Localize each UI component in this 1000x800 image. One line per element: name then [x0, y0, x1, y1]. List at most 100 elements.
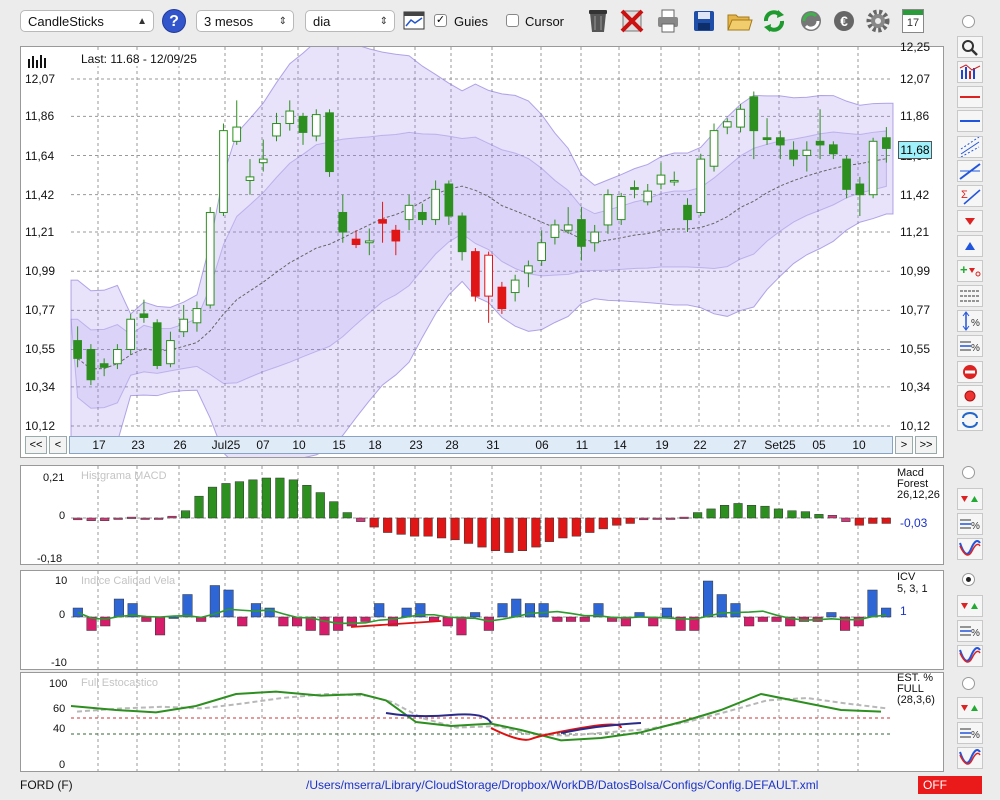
- candle: [113, 348, 122, 365]
- add-signals-button[interactable]: +: [957, 260, 983, 282]
- no-entry-button[interactable]: [957, 361, 983, 383]
- icv-legend: ICV 5, 3, 1: [897, 571, 928, 595]
- red-line-button[interactable]: [957, 86, 983, 108]
- macd-radio[interactable]: [962, 466, 975, 479]
- macd-lines-percent-button[interactable]: %: [957, 513, 983, 535]
- macd-bar: [234, 481, 245, 519]
- save-icon[interactable]: [690, 6, 718, 36]
- signal-arrows-icon: [961, 603, 978, 609]
- candle: [749, 96, 759, 132]
- candle: [868, 140, 878, 196]
- period-select[interactable]: 3 mesos ⇕: [196, 10, 294, 32]
- icv-bar: [113, 598, 124, 618]
- nav-last-button[interactable]: >>: [915, 436, 937, 454]
- candle: [152, 322, 162, 367]
- price-chart[interactable]: [21, 47, 943, 457]
- folder-open-icon[interactable]: [725, 6, 753, 36]
- stoch-curve-button[interactable]: [957, 747, 983, 769]
- icv-chart[interactable]: [21, 571, 943, 669]
- macd-tick: 0: [59, 510, 66, 522]
- candle: [510, 279, 520, 294]
- macd-chart[interactable]: [21, 466, 943, 564]
- macd-bar: [585, 517, 595, 533]
- icv-bar: [511, 598, 522, 618]
- lines-percent-button[interactable]: %: [957, 335, 983, 357]
- calendar-icon[interactable]: 17: [902, 9, 924, 33]
- icv-bar: [566, 616, 577, 622]
- stoch-radio[interactable]: [962, 677, 975, 690]
- guides-checkbox[interactable]: ✓: [434, 14, 447, 27]
- icv-bar: [209, 585, 220, 618]
- icv-bar: [703, 580, 714, 618]
- gear-icon[interactable]: [864, 6, 892, 36]
- printer-icon[interactable]: [654, 6, 682, 36]
- icv-value: 1: [900, 604, 907, 618]
- candle: [457, 215, 467, 253]
- main-chart-radio[interactable]: [962, 15, 975, 28]
- nav-prev-button[interactable]: <: [49, 436, 67, 454]
- trash-icon[interactable]: [584, 6, 612, 36]
- blue-line-button[interactable]: [957, 110, 983, 132]
- swap-button[interactable]: [957, 409, 983, 431]
- macd-bar: [450, 517, 460, 541]
- stochastic-chart[interactable]: [21, 673, 943, 771]
- nav-first-button[interactable]: <<: [25, 436, 47, 454]
- svg-text:€: €: [840, 13, 848, 29]
- icv-curve-button[interactable]: [957, 645, 983, 667]
- cursor-checkbox[interactable]: [506, 14, 519, 27]
- icv-bar: [881, 607, 892, 618]
- arrow-down-icon: [965, 218, 975, 225]
- macd-bar: [100, 517, 110, 521]
- date-scrollbar[interactable]: 17 23 26 Jul25 07 10 15 18 23 28 31 06 11 14 19 22 27 Set…: [69, 436, 893, 454]
- stoch-signals-button[interactable]: [957, 697, 983, 719]
- candle: [431, 188, 440, 221]
- help-icon[interactable]: ?: [162, 9, 186, 33]
- candle: [709, 130, 719, 167]
- levels-button[interactable]: [957, 285, 983, 307]
- trendline-button[interactable]: [957, 160, 983, 182]
- macd-bar: [544, 517, 554, 542]
- price-tick-label: 10,99: [900, 264, 931, 279]
- chart-window-icon[interactable]: [403, 11, 425, 31]
- record-button[interactable]: [957, 385, 983, 407]
- arrow-up-button[interactable]: [957, 235, 983, 257]
- macd-bar: [463, 517, 474, 544]
- macd-legend-line: 26,12,26: [897, 489, 940, 501]
- icv-bar: [374, 603, 385, 618]
- candle: [391, 229, 401, 242]
- sum-trend-button[interactable]: Σ: [957, 185, 983, 207]
- bollinger-indicator-button[interactable]: [957, 61, 983, 83]
- arrow-down-button[interactable]: [957, 210, 983, 232]
- icv-radio[interactable]: [962, 573, 975, 586]
- interval-select[interactable]: dia ⇕: [305, 10, 395, 32]
- refresh-icon[interactable]: [760, 6, 788, 36]
- stoch-mid-segment: [560, 722, 642, 734]
- candle: [99, 363, 109, 368]
- price-tick-label: 10,99: [25, 264, 56, 279]
- icv-bar: [826, 612, 837, 618]
- zoom-button[interactable]: [957, 36, 983, 58]
- candle: [285, 110, 295, 125]
- config-path-link[interactable]: /Users/mserra/Library/CloudStorage/Dropb…: [306, 778, 819, 792]
- scale-percent-button[interactable]: %: [957, 310, 983, 332]
- candle: [219, 130, 228, 213]
- icv-lines-percent-button[interactable]: %: [957, 620, 983, 642]
- macd-signals-button[interactable]: [957, 488, 983, 510]
- icv-signals-button[interactable]: [957, 595, 983, 617]
- macd-title: Histgrama MACD: [81, 470, 167, 482]
- candle: [736, 108, 745, 128]
- chart-type-icon[interactable]: [27, 53, 49, 69]
- off-status-badge[interactable]: OFF: [918, 776, 982, 794]
- channel-button[interactable]: [957, 136, 983, 158]
- stoch-lines-percent-button[interactable]: %: [957, 722, 983, 744]
- price-tick-label: 10,77: [25, 303, 56, 318]
- nav-next-button[interactable]: >: [895, 436, 913, 454]
- chart-type-select[interactable]: CandleSticks ▲: [20, 10, 154, 32]
- macd-curve-button[interactable]: [957, 538, 983, 560]
- sync-currency-icon[interactable]: [797, 6, 825, 36]
- candle: [139, 313, 149, 318]
- euro-icon[interactable]: €: [830, 6, 858, 36]
- delete-x-icon[interactable]: [618, 6, 646, 36]
- price-tick-label: 12,25: [900, 40, 931, 54]
- scale-percent-icon: %: [962, 311, 980, 331]
